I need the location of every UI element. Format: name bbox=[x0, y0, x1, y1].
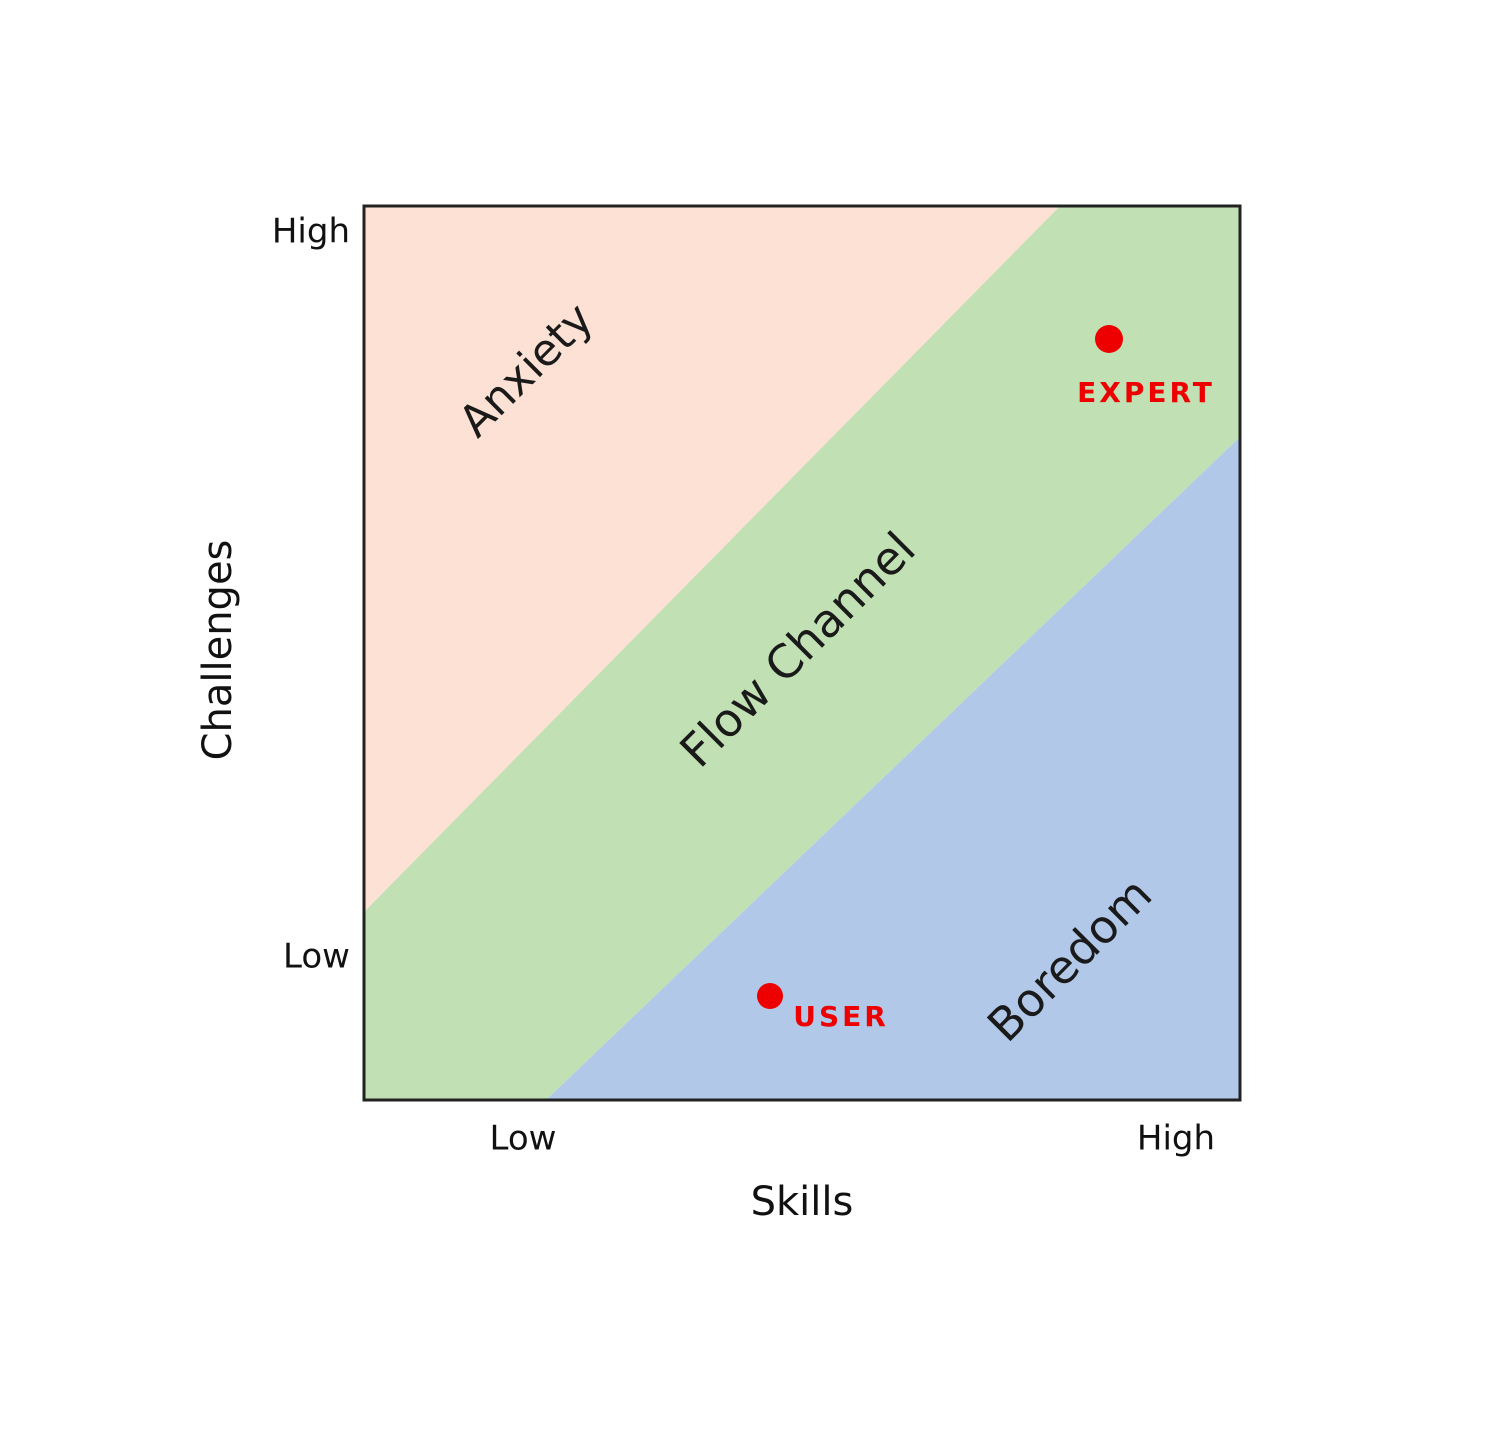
x-low-label: Low bbox=[490, 1119, 557, 1159]
expert-label: EXPERT bbox=[1077, 376, 1215, 409]
plot-frame bbox=[362, 204, 1242, 1102]
user-marker bbox=[757, 983, 783, 1009]
y-axis-title: Challenges bbox=[195, 540, 241, 761]
x-high-label: High bbox=[1137, 1119, 1215, 1159]
expert-marker bbox=[1095, 325, 1123, 353]
user-label: USER bbox=[793, 1000, 889, 1033]
y-low-label: Low bbox=[283, 937, 350, 977]
boredom-region bbox=[546, 437, 1240, 1100]
x-axis-title: Skills bbox=[751, 1179, 854, 1225]
y-high-label: High bbox=[272, 212, 350, 252]
flow-channel-region bbox=[364, 206, 1240, 1100]
